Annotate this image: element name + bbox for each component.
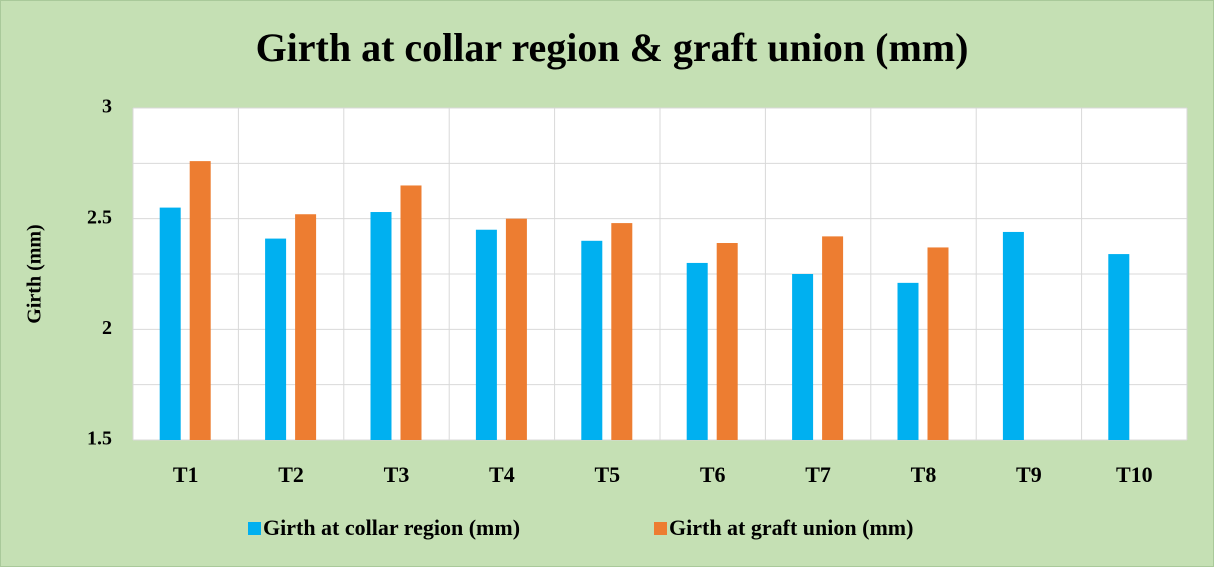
y-tick-label: 1.5 [87, 428, 112, 450]
bar [370, 212, 392, 440]
x-tick-label: T10 [1116, 462, 1153, 487]
x-tick-label: T1 [173, 462, 199, 487]
bar [400, 185, 422, 440]
bar [611, 223, 633, 440]
y-tick-label: 2 [102, 317, 112, 339]
x-tick-label: T8 [911, 462, 937, 487]
x-tick-label: T9 [1016, 462, 1042, 487]
bar [822, 236, 844, 440]
x-tick-label: T5 [594, 462, 620, 487]
bar [475, 229, 497, 440]
bar [686, 262, 708, 440]
bar [581, 240, 603, 440]
bar [792, 274, 814, 440]
x-tick-label: T2 [278, 462, 304, 487]
legend-label: Girth at graft union (mm) [669, 515, 913, 540]
bar [927, 247, 949, 440]
bar [265, 238, 287, 440]
legend-swatch [248, 522, 261, 535]
bar [295, 214, 317, 440]
y-tick-label: 3 [102, 96, 112, 118]
bar [716, 243, 738, 440]
legend-swatch [654, 522, 667, 535]
x-tick-label: T6 [700, 462, 726, 487]
bar [505, 218, 527, 440]
x-tick-label: T7 [805, 462, 831, 487]
bar [159, 207, 181, 440]
bar [897, 282, 919, 440]
legend-label: Girth at collar region (mm) [263, 515, 520, 540]
y-tick-label: 2.5 [87, 206, 112, 228]
bar [1108, 254, 1130, 440]
bar [189, 161, 211, 440]
bar [1002, 231, 1024, 440]
chart-title: Girth at collar region & graft union (mm… [256, 25, 969, 70]
x-tick-label: T4 [489, 462, 515, 487]
y-axis-label: Girth (mm) [24, 224, 46, 323]
x-tick-label: T3 [384, 462, 410, 487]
